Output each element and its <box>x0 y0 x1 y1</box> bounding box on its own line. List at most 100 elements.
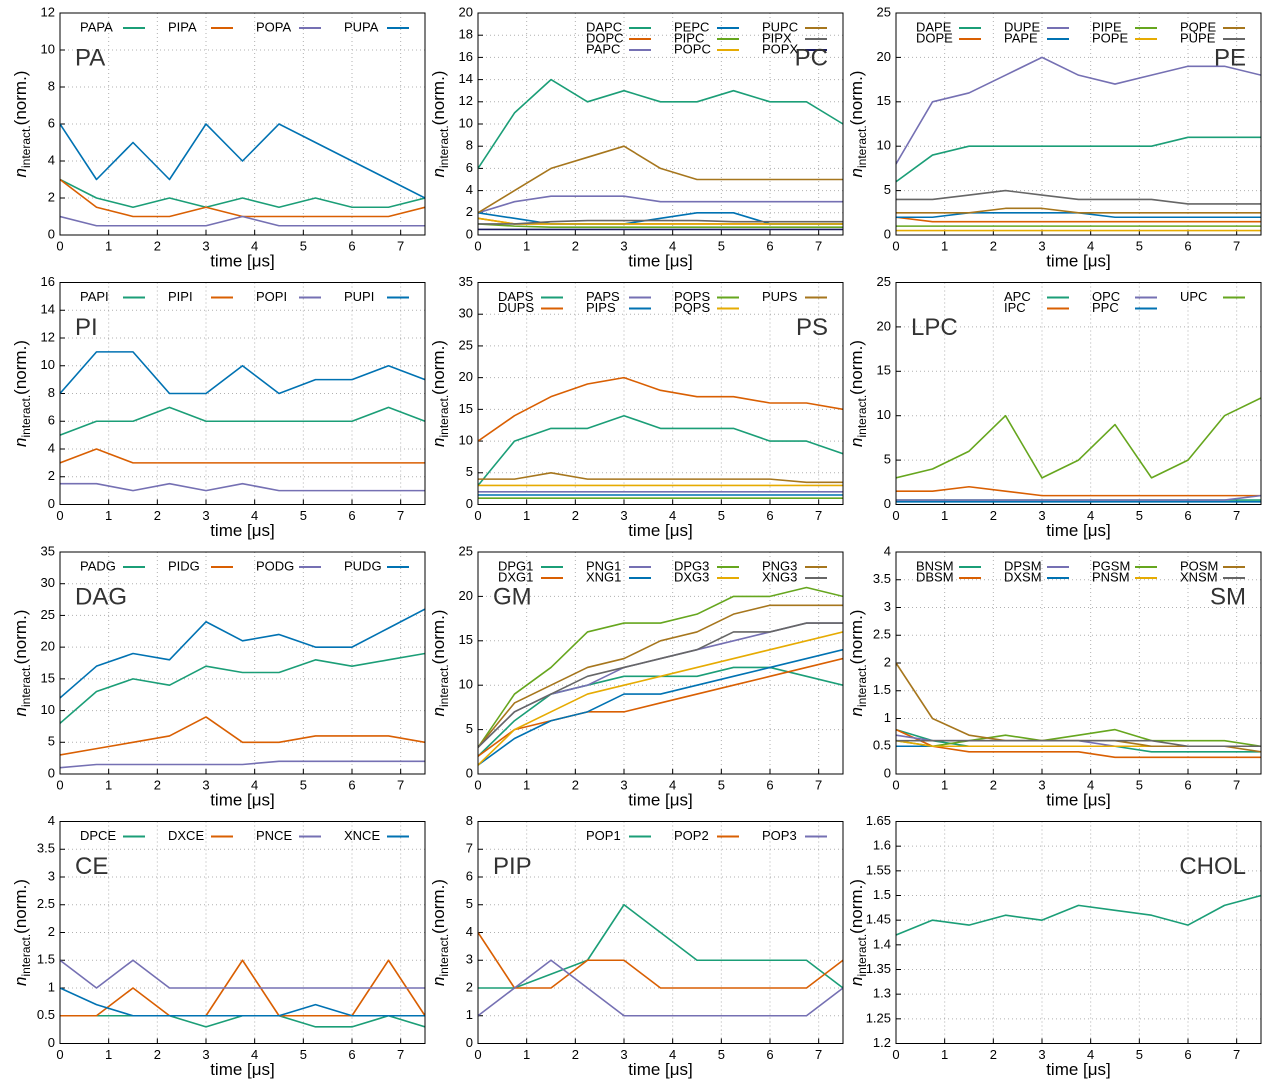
x-tick-label: 0 <box>892 238 899 253</box>
plot-area <box>478 586 843 766</box>
series-line <box>478 78 843 169</box>
y-tick-label: 4 <box>48 152 55 167</box>
y-tick-label: 25 <box>877 4 891 19</box>
y-tick-label: 35 <box>459 274 473 289</box>
x-tick-label: 6 <box>766 1047 773 1062</box>
series-line <box>60 959 425 989</box>
x-tick-label: 4 <box>251 238 258 253</box>
series-line <box>60 760 425 769</box>
x-tick-label: 1 <box>105 1047 112 1062</box>
y-tick-label: 1.6 <box>873 838 891 853</box>
y-tick-label: 0 <box>884 496 891 511</box>
plot-area <box>896 894 1261 936</box>
legend-label: PODG <box>256 558 294 573</box>
series-line <box>60 959 425 1017</box>
legend-label: IPC <box>1004 300 1026 315</box>
y-tick-label: 20 <box>877 49 891 64</box>
y-tick-label: 1.5 <box>873 887 891 902</box>
legend-label: PIPS <box>586 300 616 315</box>
y-tick-label: 2 <box>48 924 55 939</box>
y-axis-label: ninteract.(norm.) <box>847 610 869 717</box>
panel: 0 5 10 15 20 25 30 35 0 1 2 3 4 5 6 7 time [μs] ninteract… <box>11 543 426 809</box>
x-tick-label: 6 <box>766 777 773 792</box>
x-tick-label: 2 <box>154 1047 161 1062</box>
x-tick-label: 5 <box>1136 1047 1143 1062</box>
y-tick-label: 0 <box>48 226 55 241</box>
series-line <box>896 189 1261 205</box>
x-tick-label: 1 <box>941 777 948 792</box>
legend-label: PUDG <box>344 558 382 573</box>
y-label-main: n <box>429 438 448 447</box>
x-tick-label: 7 <box>815 777 822 792</box>
plot-area <box>478 903 843 1017</box>
y-tick-label: 0 <box>48 1035 55 1050</box>
legend-label: PUPC <box>762 19 798 34</box>
plot-area <box>478 376 843 499</box>
y-tick-label: 6 <box>48 115 55 130</box>
legend-label: PUPE <box>1180 30 1216 45</box>
y-tick-label: 15 <box>877 93 891 108</box>
panel-label: PI <box>75 314 98 341</box>
legend-label: DAPC <box>586 19 622 34</box>
legend-label: PIPA <box>168 19 197 34</box>
x-axis-label: time [μs] <box>210 1060 275 1079</box>
y-tick-label: 16 <box>459 49 473 64</box>
x-tick-label: 4 <box>669 777 676 792</box>
y-tick-label: 1.5 <box>873 682 891 697</box>
legend-label: DPG3 <box>674 558 709 573</box>
y-axis-label: ninteract.(norm.) <box>847 71 869 178</box>
y-axis-label: ninteract.(norm.) <box>429 71 451 178</box>
y-tick-label: 10 <box>459 677 473 692</box>
series-line <box>896 397 1261 479</box>
series-line <box>478 959 843 1017</box>
y-tick-label: 5 <box>884 452 891 467</box>
x-axis-label: time [μs] <box>1046 790 1111 809</box>
y-label-tail: (norm.) <box>847 610 866 665</box>
y-label-sub: interact. <box>19 395 33 438</box>
legend-label: POPI <box>256 289 287 304</box>
x-tick-label: 2 <box>154 238 161 253</box>
series-line <box>60 482 425 492</box>
frame <box>59 821 426 1044</box>
x-axis-label: time [μs] <box>1046 1060 1111 1079</box>
y-tick-label: 10 <box>459 433 473 448</box>
y-tick-label: 30 <box>41 575 55 590</box>
y-tick-label: 0.5 <box>873 738 891 753</box>
x-tick-label: 5 <box>718 238 725 253</box>
y-tick-label: 1.3 <box>873 986 891 1001</box>
legend-label: PQPS <box>674 300 710 315</box>
legend-label: PIPX <box>762 30 792 45</box>
panel: 0 1 2 3 4 5 6 7 8 0 1 2 3 4 5 6 7 time [μs] ninteract.(nor… <box>429 813 844 1079</box>
y-tick-label: 4 <box>466 924 473 939</box>
series-line <box>896 728 1261 759</box>
y-axis-label: ninteract.(norm.) <box>847 340 869 447</box>
legend-label: POSM <box>1180 558 1218 573</box>
x-tick-label: 0 <box>474 1047 481 1062</box>
x-tick-label: 4 <box>669 508 676 523</box>
y-label-sub: interact. <box>437 934 451 977</box>
legend-label: POPE <box>1092 30 1128 45</box>
x-tick-label: 0 <box>56 508 63 523</box>
x-tick-label: 2 <box>990 1047 997 1062</box>
y-tick-label: 25 <box>41 607 55 622</box>
y-tick-label: 5 <box>466 896 473 911</box>
x-tick-label: 3 <box>1038 238 1045 253</box>
x-tick-label: 0 <box>474 238 481 253</box>
x-tick-label: 2 <box>990 238 997 253</box>
y-tick-label: 6 <box>466 160 473 175</box>
x-tick-label: 2 <box>990 777 997 792</box>
x-tick-label: 1 <box>941 1047 948 1062</box>
y-tick-label: 16 <box>41 274 55 289</box>
y-label-tail: (norm.) <box>11 71 30 126</box>
y-tick-label: 0 <box>466 226 473 241</box>
frame <box>477 551 844 775</box>
y-tick-label: 14 <box>41 302 55 317</box>
legend-label: BNSM <box>916 558 954 573</box>
plot-area <box>896 56 1261 232</box>
series-line <box>896 216 1261 223</box>
series-line <box>60 716 425 756</box>
x-tick-label: 3 <box>1038 508 1045 523</box>
series-line <box>60 178 425 209</box>
y-label-sub: interact. <box>437 125 451 168</box>
y-tick-label: 1 <box>48 979 55 994</box>
